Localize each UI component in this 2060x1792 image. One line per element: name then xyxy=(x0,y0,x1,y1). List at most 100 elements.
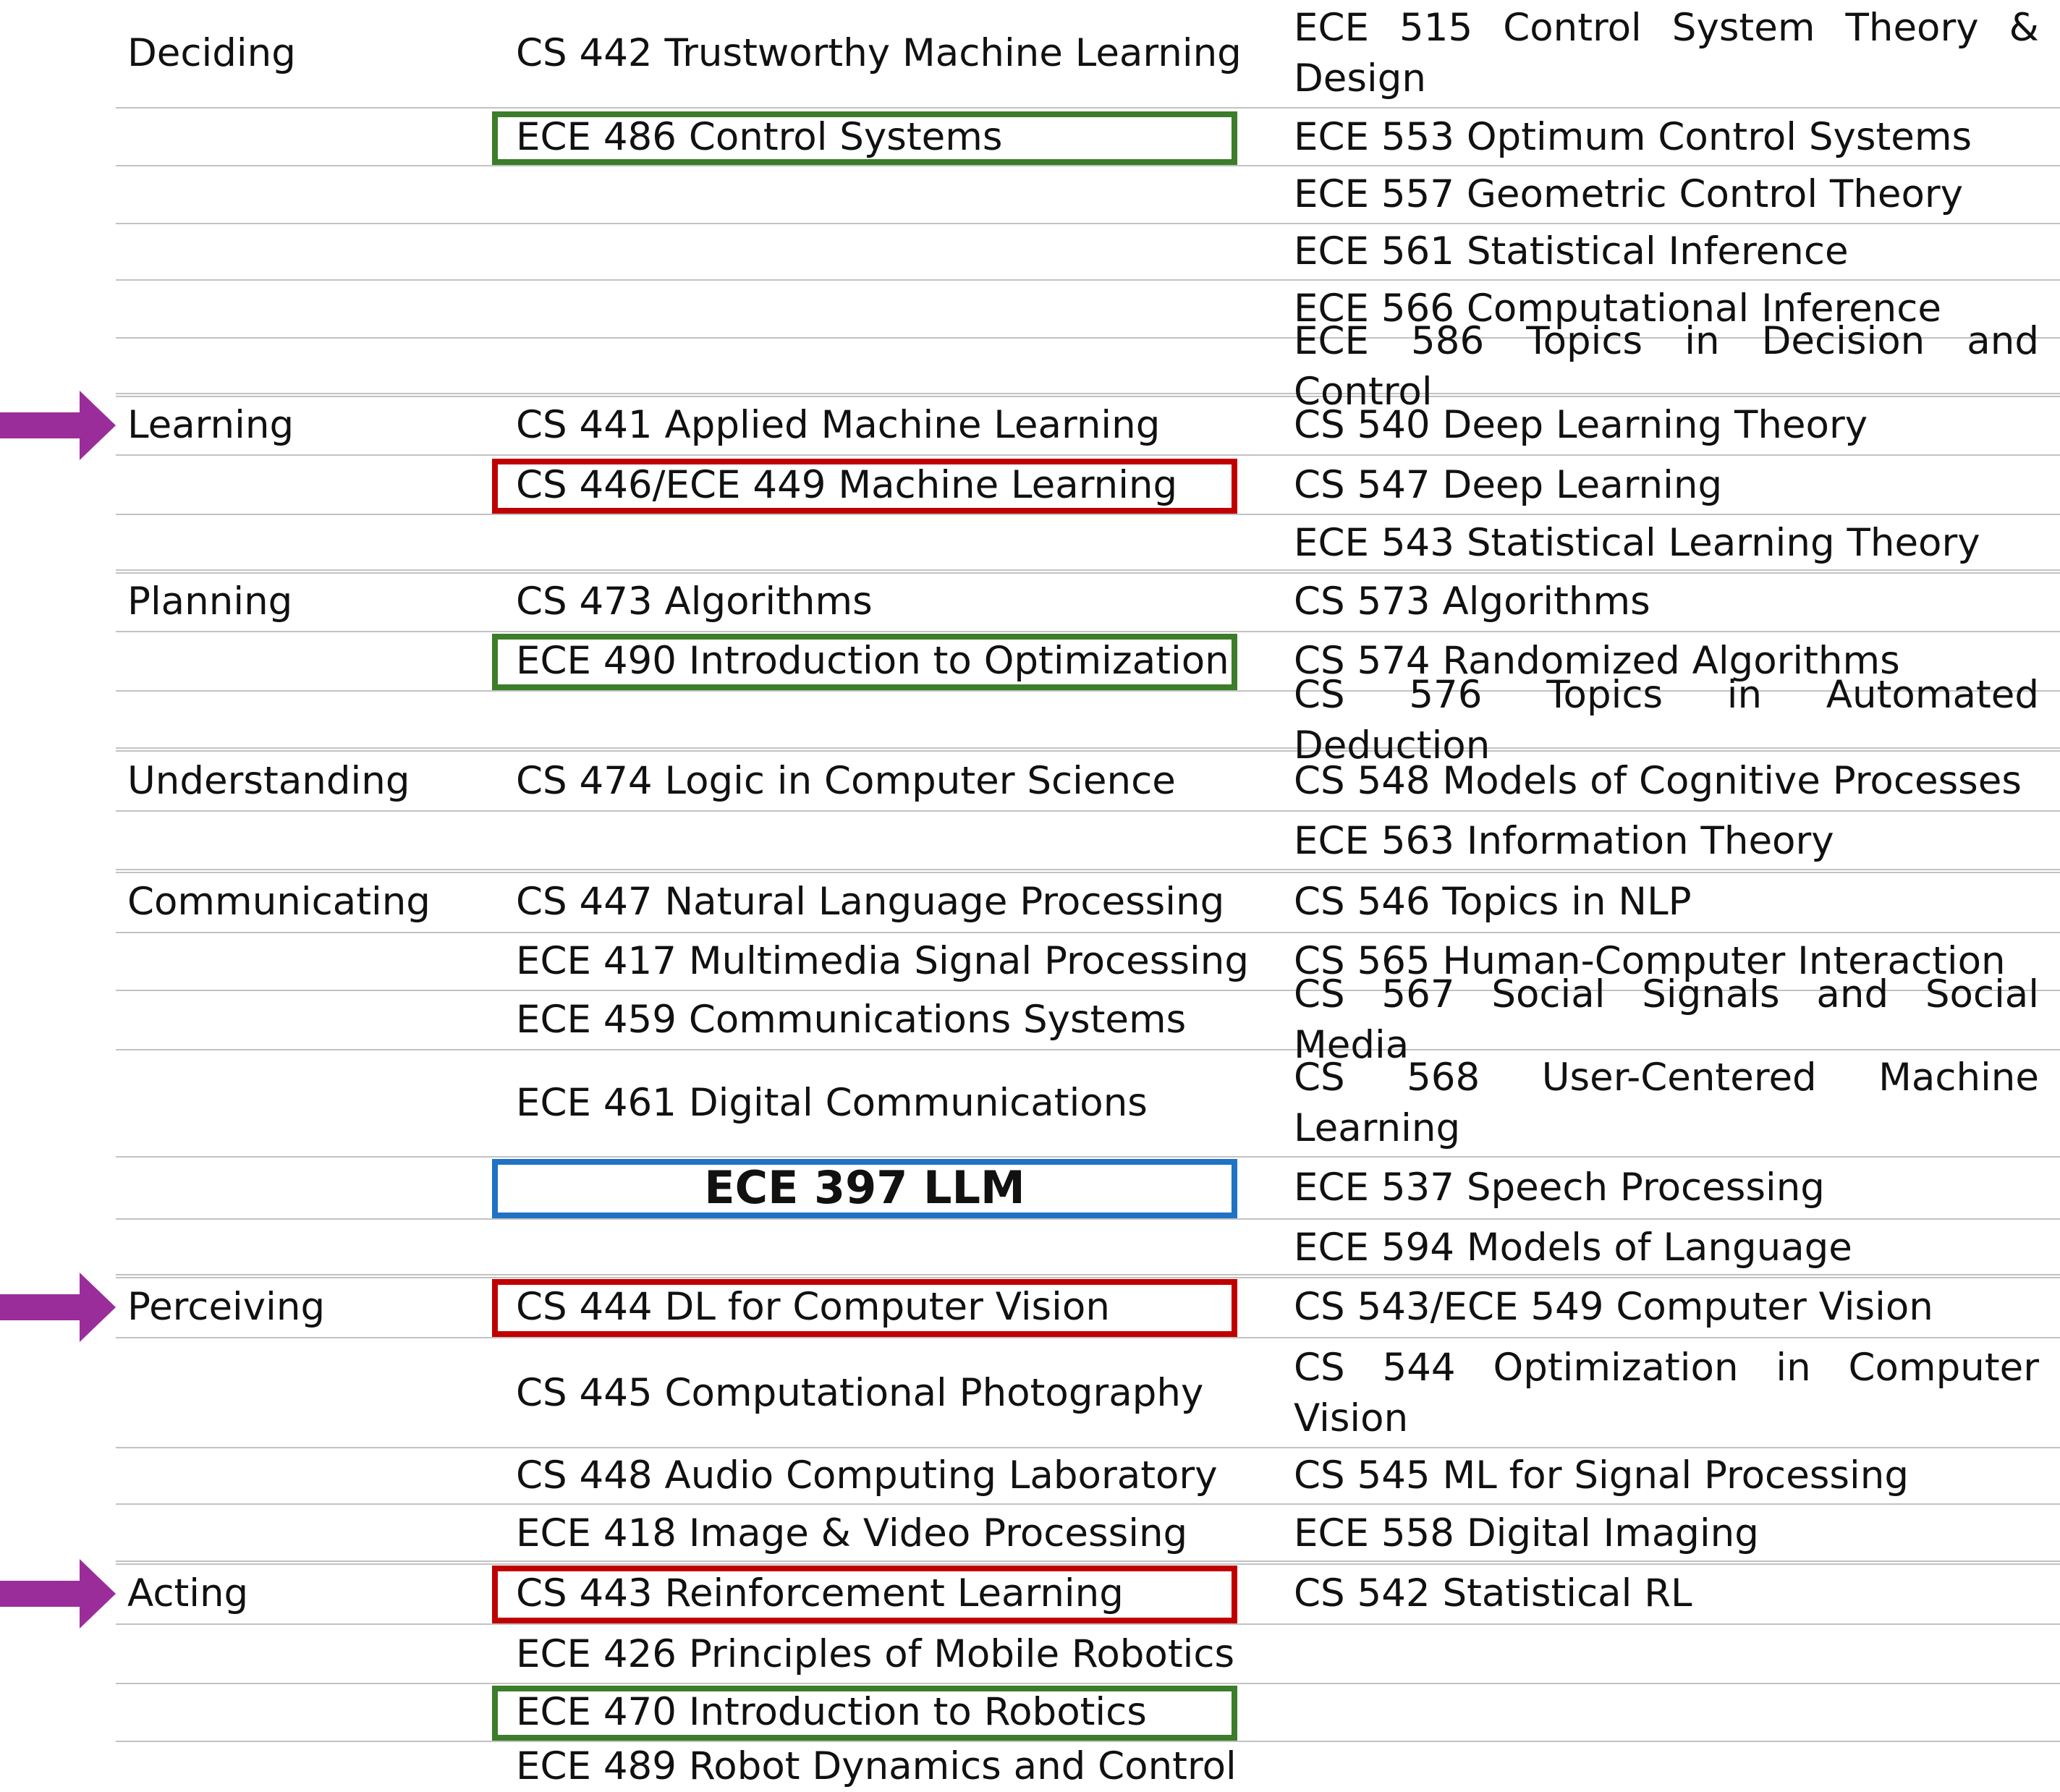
row-divider xyxy=(116,514,2060,515)
grad-course: CS 573 Algorithms xyxy=(1294,573,2039,631)
table-row: Understanding CS 474 Logic in Computer Sc… xyxy=(0,752,2060,810)
undergrad-course: ECE 489 Robot Dynamics and Control xyxy=(516,1744,1237,1788)
blue-highlight-box xyxy=(492,1159,1237,1218)
section-divider xyxy=(116,569,2060,574)
green-highlight-box xyxy=(492,634,1237,690)
grad-course: ECE 557 Geometric Control Theory xyxy=(1294,166,2039,223)
category-label xyxy=(127,1448,475,1503)
table-row: ECE 459 Communications Systems CS 567 Soc… xyxy=(0,972,2060,1067)
row-divider xyxy=(116,223,2060,224)
category-label xyxy=(127,281,475,337)
grad-course-text: ECE 586 Topics in Decision and Control xyxy=(1294,319,2039,414)
table-row: Deciding CS 442 Trustworthy Machine Learn… xyxy=(0,0,2060,107)
grad-course-text: ECE 543 Statistical Learning Theory xyxy=(1294,521,1980,565)
category-label: Acting xyxy=(127,1571,249,1615)
undergrad-course xyxy=(516,166,1239,223)
category-label xyxy=(127,457,475,514)
grad-course: ECE 537 Speech Processing xyxy=(1294,1158,2039,1218)
row-divider xyxy=(116,1623,2060,1625)
undergrad-course: ECE 461 Digital Communications xyxy=(516,1081,1148,1125)
undergrad-course: ECE 459 Communications Systems xyxy=(516,998,1187,1042)
section-divider xyxy=(116,393,2060,397)
table-row: ECE 470 Introduction to Robotics xyxy=(0,1684,2060,1741)
grad-course-text: CS 547 Deep Learning xyxy=(1294,463,1723,507)
undergrad-course: CS 444 DL for Computer Vision xyxy=(516,1285,1110,1329)
table-row: CS 446/ECE 449 Machine Learning CS 547 De… xyxy=(0,457,2060,514)
grad-course-text: ECE 537 Speech Processing xyxy=(1294,1165,1825,1210)
green-highlight-box xyxy=(492,111,1237,165)
right-arrow-icon xyxy=(0,391,116,460)
undergrad-course: CS 448 Audio Computing Laboratory xyxy=(516,1453,1218,1498)
grad-course xyxy=(1294,1684,2039,1741)
table-row: ECE 418 Image & Video Processing ECE 558 … xyxy=(0,1505,2060,1563)
table-row: ECE 557 Geometric Control Theory xyxy=(0,166,2060,223)
category-label xyxy=(127,339,475,395)
category-label: Deciding xyxy=(127,31,296,75)
category-label xyxy=(127,1050,475,1156)
green-highlight-box xyxy=(492,1686,1237,1741)
table-row: ECE 561 Statistical Inference xyxy=(0,224,2060,279)
grad-course-text: CS 545 ML for Signal Processing xyxy=(1294,1453,1909,1498)
grad-course-text: ECE 563 Information Theory xyxy=(1294,819,1834,863)
grad-course-text: ECE 553 Optimum Control Systems xyxy=(1294,115,1972,159)
row-divider xyxy=(116,454,2060,456)
red-highlight-box xyxy=(492,1566,1237,1623)
table-row: ECE 417 Multimedia Signal Processing CS 5… xyxy=(0,933,2060,990)
category-label xyxy=(127,1220,475,1276)
row-divider xyxy=(116,165,2060,166)
grad-course: CS 543/ECE 549 Computer Vision xyxy=(1294,1278,2039,1337)
category-label: Communicating xyxy=(127,880,431,924)
grad-course-text: CS 567 Social Signals and Social Media xyxy=(1294,972,2039,1067)
grad-course: ECE 543 Statistical Learning Theory xyxy=(1294,515,2039,572)
table-row: ECE 586 Topics in Decision and Control xyxy=(0,319,2060,414)
undergrad-course: CS 446/ECE 449 Machine Learning xyxy=(516,463,1178,507)
table-row: ECE 489 Robot Dynamics and Control xyxy=(0,1742,2060,1791)
right-arrow-icon xyxy=(0,1273,116,1342)
category-label xyxy=(127,632,475,690)
undergrad-course: CS 443 Reinforcement Learning xyxy=(516,1571,1124,1615)
category-label xyxy=(127,515,475,572)
undergrad-course: CS 473 Algorithms xyxy=(516,579,873,624)
undergrad-course xyxy=(516,515,1239,572)
category-label: Planning xyxy=(127,579,293,624)
section-divider xyxy=(116,869,2060,873)
grad-course-text: ECE 558 Digital Imaging xyxy=(1294,1511,1759,1555)
undergrad-course xyxy=(516,339,1239,395)
grad-course-text: CS 540 Deep Learning Theory xyxy=(1294,403,1868,447)
table-row: Planning CS 473 Algorithms CS 573 Algorith… xyxy=(0,573,2060,631)
category-label: Perceiving xyxy=(127,1285,326,1329)
grad-course: CS 548 Models of Cognitive Processes xyxy=(1294,752,2039,810)
grad-course-text: CS 573 Algorithms xyxy=(1294,579,1650,624)
category-label xyxy=(127,1742,475,1791)
row-divider xyxy=(116,1447,2060,1448)
grad-course-text: ECE 557 Geometric Control Theory xyxy=(1294,172,1964,216)
category-label xyxy=(127,1626,475,1683)
row-divider xyxy=(116,631,2060,632)
section-divider xyxy=(116,747,2060,752)
grad-course-text: CS 548 Models of Cognitive Processes xyxy=(1294,759,2022,803)
grad-course xyxy=(1294,1626,2039,1683)
row-divider xyxy=(116,279,2060,281)
row-divider xyxy=(116,990,2060,991)
undergrad-course: CS 441 Applied Machine Learning xyxy=(516,403,1161,447)
grad-course-text: ECE 561 Statistical Inference xyxy=(1294,229,1849,273)
grad-course-text: CS 568 User-Centered Machine Learning xyxy=(1294,1056,2039,1150)
grad-course: ECE 563 Information Theory xyxy=(1294,812,2039,871)
red-highlight-box xyxy=(492,459,1237,514)
category-label: Learning xyxy=(127,403,294,447)
table-row: CS 448 Audio Computing Laboratory CS 545 … xyxy=(0,1448,2060,1503)
table-row: ECE 461 Digital Communications CS 568 Use… xyxy=(0,1050,2060,1156)
category-label xyxy=(127,1505,475,1563)
grad-course-text: ECE 566 Computational Inference xyxy=(1294,286,1942,331)
grad-course-text: CS 542 Statistical RL xyxy=(1294,1571,1692,1615)
row-divider xyxy=(116,107,2060,109)
grad-course: CS 546 Topics in NLP xyxy=(1294,872,2039,932)
table-row: ECE 563 Information Theory xyxy=(0,812,2060,871)
grad-course: CS 542 Statistical RL xyxy=(1294,1564,2039,1623)
grad-course-text: CS 576 Topics in Automated Deduction xyxy=(1294,673,2039,768)
undergrad-course: CS 445 Computational Photography xyxy=(516,1371,1204,1415)
grad-course: CS 567 Social Signals and Social Media xyxy=(1294,972,2039,1067)
grad-course-text: CS 544 Optimization in Computer Vision xyxy=(1294,1346,2039,1440)
grad-course: CS 565 Human-Computer Interaction xyxy=(1294,933,2039,990)
category-label xyxy=(127,933,475,990)
